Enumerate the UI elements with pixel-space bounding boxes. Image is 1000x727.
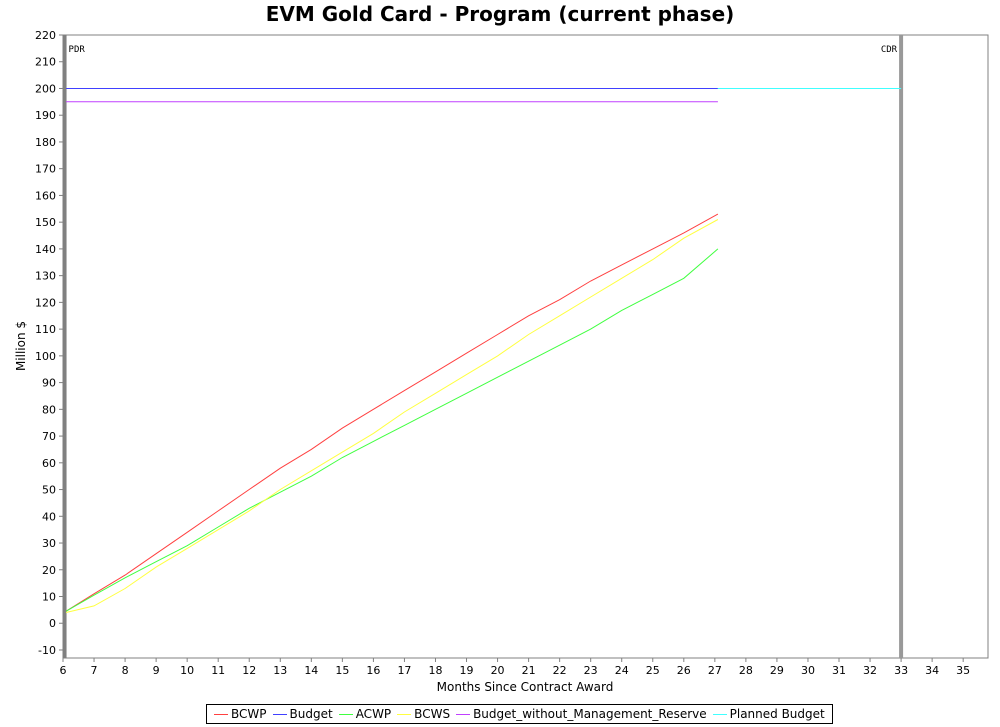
- y-tick-label: 70: [42, 430, 56, 443]
- y-tick-label: 140: [35, 243, 56, 256]
- y-tick-label: 160: [35, 189, 56, 202]
- x-tick-label: 33: [894, 664, 908, 677]
- x-tick-label: 35: [956, 664, 970, 677]
- legend-label: Budget: [289, 707, 333, 721]
- y-axis-label: Million $: [14, 321, 28, 371]
- x-tick-label: 10: [180, 664, 194, 677]
- legend-swatch: [214, 713, 228, 715]
- x-tick-label: 31: [832, 664, 846, 677]
- x-tick-label: 34: [925, 664, 939, 677]
- x-tick-label: 14: [304, 664, 318, 677]
- y-tick-label: 20: [42, 564, 56, 577]
- x-tick-label: 20: [491, 664, 505, 677]
- legend-label: Planned Budget: [729, 707, 825, 721]
- legend-item-bcwp: BCWP: [214, 707, 267, 721]
- chart-legend: BCWP Budget ACWP BCWS Budget_without_Managem…: [206, 704, 833, 724]
- legend-swatch: [338, 713, 353, 715]
- legend-swatch: [397, 713, 412, 715]
- y-tick-label: 110: [35, 323, 56, 336]
- marker-label-pdr: PDR: [69, 45, 86, 55]
- legend-item-budget-without-management-reserve: Budget_without_Management_Reserve: [456, 707, 707, 721]
- y-tick-label: 10: [42, 591, 56, 604]
- x-tick-label: 15: [335, 664, 349, 677]
- x-axis-label: Months Since Contract Award: [437, 680, 614, 694]
- y-axis-ticks: -10 0 10 20 30 40 50 60 70 80 90 100 110 120 130 140 150…: [35, 29, 63, 657]
- y-tick-label: 200: [35, 82, 56, 95]
- x-tick-label: 8: [122, 664, 129, 677]
- y-tick-label: 0: [49, 617, 56, 630]
- x-tick-label: 16: [366, 664, 380, 677]
- x-tick-label: 13: [273, 664, 287, 677]
- x-tick-label: 21: [522, 664, 536, 677]
- x-tick-label: 32: [863, 664, 877, 677]
- x-tick-label: 19: [460, 664, 474, 677]
- x-tick-label: 18: [428, 664, 442, 677]
- x-tick-label: 28: [739, 664, 753, 677]
- series-line-bcwp: [65, 213, 719, 612]
- y-tick-label: 90: [42, 377, 56, 390]
- x-tick-label: 29: [770, 664, 784, 677]
- y-tick-label: 190: [35, 109, 56, 122]
- y-tick-label: 210: [35, 56, 56, 69]
- y-tick-label: 130: [35, 270, 56, 283]
- chart-title: EVM Gold Card - Program (current phase): [266, 2, 735, 26]
- legend-label: BCWP: [231, 707, 267, 721]
- x-tick-label: 17: [397, 664, 411, 677]
- legend-swatch: [712, 713, 727, 715]
- x-tick-label: 23: [584, 664, 598, 677]
- legend-label: BCWS: [414, 707, 451, 721]
- series-line-acwp: [65, 248, 719, 612]
- plot-area: [62, 34, 989, 659]
- series-lines: [65, 88, 902, 613]
- x-tick-label: 26: [677, 664, 691, 677]
- legend-item-bcws: BCWS: [397, 707, 450, 721]
- legend-swatch: [456, 713, 471, 715]
- legend-swatch: [272, 713, 287, 715]
- legend-item-planned-budget: Planned Budget: [712, 707, 825, 721]
- x-tick-label: 7: [91, 664, 98, 677]
- legend-item-acwp: ACWP: [338, 707, 392, 721]
- x-tick-label: 30: [801, 664, 815, 677]
- y-tick-label: 170: [35, 163, 56, 176]
- y-tick-label: 220: [35, 29, 56, 42]
- y-tick-label: 50: [42, 484, 56, 497]
- x-tick-label: 25: [646, 664, 660, 677]
- x-tick-label: 24: [615, 664, 629, 677]
- x-tick-label: 9: [153, 664, 160, 677]
- legend-item-budget: Budget: [272, 707, 333, 721]
- x-tick-label: 6: [60, 664, 67, 677]
- chart-svg: EVM Gold Card - Program (current phase) …: [14, 2, 989, 694]
- legend-label: ACWP: [355, 707, 392, 721]
- x-axis-ticks: 6 7 8 9 10 11 12 13 14 15 16 17 18 19 20 21 22 23 24 25 26 27…: [60, 658, 970, 677]
- y-tick-label: 40: [42, 510, 56, 523]
- y-tick-label: -10: [38, 644, 56, 657]
- y-tick-label: 80: [42, 403, 56, 416]
- marker-label-cdr: CDR: [881, 45, 898, 55]
- phase-markers: PDR CDR: [62, 35, 904, 658]
- x-tick-label: 11: [211, 664, 225, 677]
- y-tick-label: 150: [35, 216, 56, 229]
- x-tick-label: 12: [242, 664, 256, 677]
- y-tick-label: 60: [42, 457, 56, 470]
- y-tick-label: 180: [35, 136, 56, 149]
- y-tick-label: 100: [35, 350, 56, 363]
- x-tick-label: 27: [708, 664, 722, 677]
- y-tick-label: 120: [35, 296, 56, 309]
- y-tick-label: 30: [42, 537, 56, 550]
- legend-label: Budget_without_Management_Reserve: [473, 707, 707, 721]
- x-tick-label: 22: [553, 664, 567, 677]
- series-line-bcws: [65, 219, 719, 613]
